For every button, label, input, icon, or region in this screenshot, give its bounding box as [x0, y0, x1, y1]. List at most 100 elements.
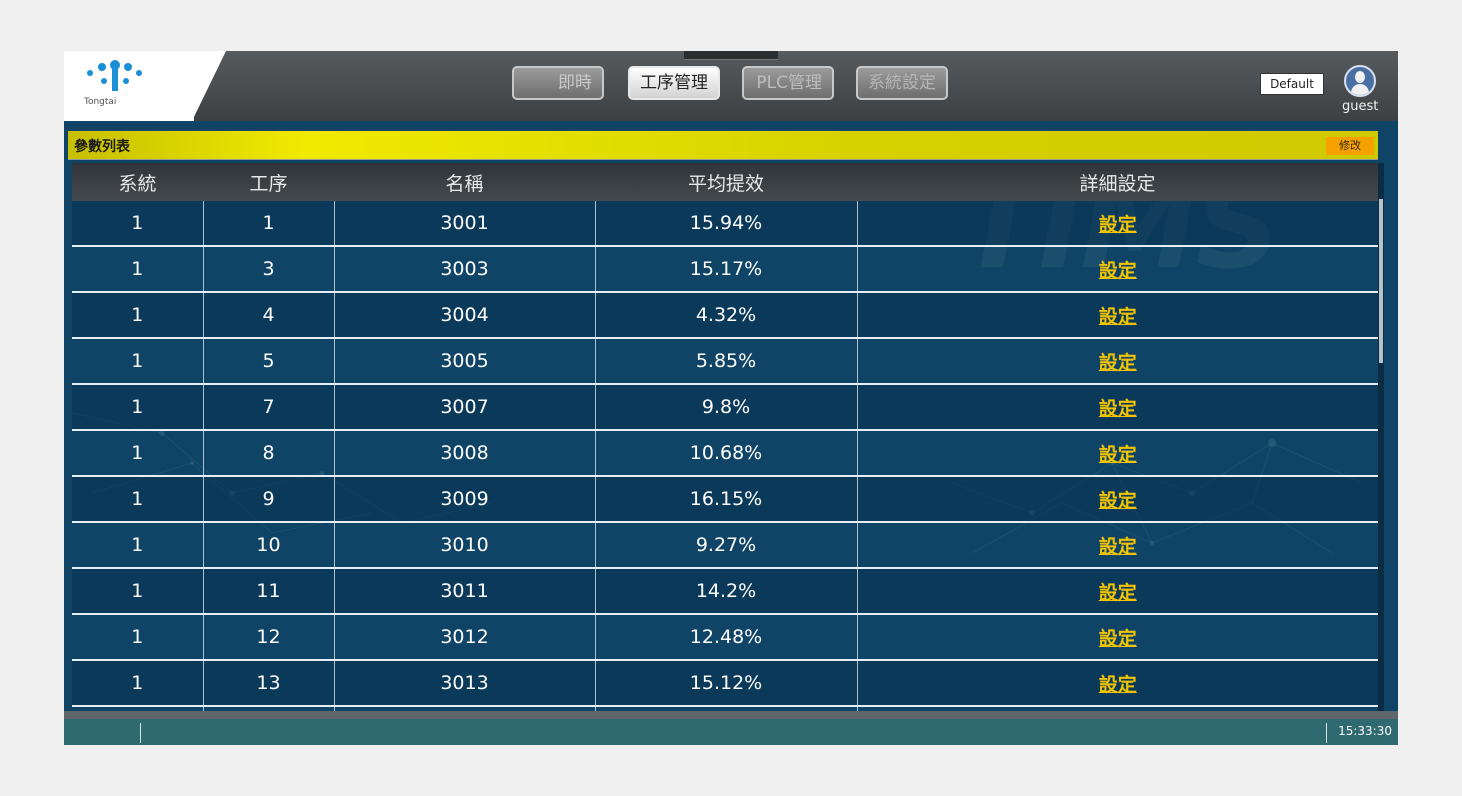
- cell-process: 13: [203, 660, 335, 707]
- vertical-scrollbar[interactable]: [1378, 163, 1384, 711]
- cell-average-efficiency: 15.12%: [595, 660, 858, 707]
- logo-area: Tongtai: [64, 51, 194, 121]
- profile-selector[interactable]: Default: [1260, 73, 1324, 95]
- cell-name: 3005: [334, 338, 596, 385]
- scrollbar-thumb[interactable]: [1379, 199, 1383, 363]
- status-clock: 15:33:30: [1338, 724, 1392, 738]
- cell-system: 1: [72, 292, 204, 339]
- tongtai-logo: [87, 60, 142, 91]
- settings-link[interactable]: 設定: [1098, 213, 1137, 236]
- cell-name: 3013: [334, 660, 596, 707]
- settings-link[interactable]: 設定: [1098, 673, 1137, 696]
- cell-detail-settings: 設定: [857, 476, 1378, 523]
- cell-detail-settings: 設定: [857, 522, 1378, 569]
- cell-system: 1: [72, 430, 204, 477]
- cell-process: 1: [203, 201, 335, 247]
- cell-name: 3009: [334, 476, 596, 523]
- settings-link[interactable]: 設定: [1098, 305, 1137, 328]
- cell-average-efficiency: 9.8%: [595, 384, 858, 431]
- cell-detail-settings: 設定: [857, 292, 1378, 339]
- logo-slant: [192, 51, 226, 121]
- cell-detail-settings: 設定: [857, 706, 1378, 711]
- status-separator: [1326, 723, 1327, 743]
- table-row[interactable]: 11430149.02%設定: [72, 706, 1378, 711]
- cell-system: 1: [72, 338, 204, 385]
- cell-name: 3001: [334, 201, 596, 247]
- panel-title: 參數列表: [74, 139, 130, 155]
- cell-detail-settings: 設定: [857, 430, 1378, 477]
- cell-process: 9: [203, 476, 335, 523]
- cell-process: 10: [203, 522, 335, 569]
- settings-link[interactable]: 設定: [1098, 627, 1137, 650]
- header-bar: Tongtai 即時 工序管理 PLC管理 系統設定 Default guest: [64, 51, 1398, 121]
- cell-detail-settings: 設定: [857, 660, 1378, 707]
- table-row[interactable]: 1 7 3007 9.8% 設定: [72, 384, 1378, 431]
- header-name[interactable]: 名稱: [334, 163, 595, 201]
- header-average-efficiency[interactable]: 平均提效: [595, 163, 857, 201]
- settings-link[interactable]: 設定: [1098, 259, 1137, 282]
- table-row[interactable]: 1 5 3005 5.85% 設定: [72, 338, 1378, 385]
- table-header-row: 系統 工序 名稱 平均提效 詳細設定: [72, 163, 1378, 201]
- table-row[interactable]: 1 8 3008 10.68% 設定: [72, 430, 1378, 477]
- cell-average-efficiency: 14.2%: [595, 568, 858, 615]
- settings-link[interactable]: 設定: [1098, 443, 1137, 466]
- cell-detail-settings: 設定: [857, 201, 1378, 247]
- cell-average-efficiency: 15.17%: [595, 246, 858, 293]
- nav-live-button[interactable]: 即時: [512, 66, 604, 100]
- table-row[interactable]: 1 3 3003 15.17% 設定: [72, 246, 1378, 293]
- cell-name: 3014: [334, 706, 596, 711]
- cell-system: 1: [72, 476, 204, 523]
- cell-process: 5: [203, 338, 335, 385]
- table-row[interactable]: 1 4 3004 4.32% 設定: [72, 292, 1378, 339]
- cell-system: 1: [72, 201, 204, 247]
- settings-link[interactable]: 設定: [1098, 489, 1137, 512]
- parameter-table: 系統 工序 名稱 平均提效 詳細設定 1 1 3001 15.94% 設定 1 3 3003 1…: [72, 163, 1378, 711]
- settings-link[interactable]: 設定: [1098, 535, 1137, 558]
- parameter-table-container: TIMS 系統 工序 名稱 平均提效 詳細設定 11300115.94%設定13…: [72, 163, 1378, 711]
- cell-average-efficiency: 15.94%: [595, 201, 858, 247]
- top-notch: [684, 51, 778, 60]
- cell-average-efficiency: 9.02%: [595, 706, 858, 711]
- table-row[interactable]: 1 12 3012 12.48% 設定: [72, 614, 1378, 661]
- cell-process: 8: [203, 430, 335, 477]
- nav-plc-management-button[interactable]: PLC管理: [742, 66, 834, 100]
- cell-average-efficiency: 5.85%: [595, 338, 858, 385]
- edit-button[interactable]: 修改: [1326, 137, 1374, 155]
- logo-text: Tongtai: [84, 97, 117, 107]
- user-avatar-icon[interactable]: [1344, 65, 1376, 97]
- status-separator: [140, 723, 141, 743]
- header-system[interactable]: 系統: [72, 163, 203, 201]
- cell-detail-settings: 設定: [857, 568, 1378, 615]
- cell-detail-settings: 設定: [857, 246, 1378, 293]
- user-name: guest: [1342, 99, 1379, 114]
- table-bottom-border: [64, 711, 1398, 719]
- header-detail-settings[interactable]: 詳細設定: [857, 163, 1378, 201]
- cell-system: 1: [72, 614, 204, 661]
- panel-title-bar: 參數列表 修改: [68, 131, 1378, 160]
- cell-process: 12: [203, 614, 335, 661]
- settings-link[interactable]: 設定: [1098, 351, 1137, 374]
- header-process[interactable]: 工序: [203, 163, 334, 201]
- app-window: Tongtai 即時 工序管理 PLC管理 系統設定 Default guest…: [64, 51, 1398, 745]
- cell-process: 11: [203, 568, 335, 615]
- nav-system-settings-button[interactable]: 系統設定: [856, 66, 948, 100]
- cell-detail-settings: 設定: [857, 338, 1378, 385]
- settings-link[interactable]: 設定: [1098, 397, 1137, 420]
- cell-detail-settings: 設定: [857, 384, 1378, 431]
- table-row[interactable]: 1 11 3011 14.2% 設定: [72, 568, 1378, 615]
- cell-system: 1: [72, 522, 204, 569]
- cell-process: 7: [203, 384, 335, 431]
- table-body: 1 1 3001 15.94% 設定 1 3 3003 15.17% 設定 1 4 3004 4.32% 設…: [72, 201, 1378, 711]
- nav-process-management-button[interactable]: 工序管理: [628, 66, 720, 100]
- table-row[interactable]: 1 1 3001 15.94% 設定: [72, 201, 1378, 247]
- cell-average-efficiency: 9.27%: [595, 522, 858, 569]
- table-row[interactable]: 1 10 3010 9.27% 設定: [72, 522, 1378, 569]
- table-row[interactable]: 1 9 3009 16.15% 設定: [72, 476, 1378, 523]
- cell-average-efficiency: 16.15%: [595, 476, 858, 523]
- cell-process: 4: [203, 292, 335, 339]
- cell-average-efficiency: 4.32%: [595, 292, 858, 339]
- settings-link[interactable]: 設定: [1098, 581, 1137, 604]
- cell-average-efficiency: 12.48%: [595, 614, 858, 661]
- table-row[interactable]: 1 13 3013 15.12% 設定: [72, 660, 1378, 707]
- cell-system: 1: [72, 246, 204, 293]
